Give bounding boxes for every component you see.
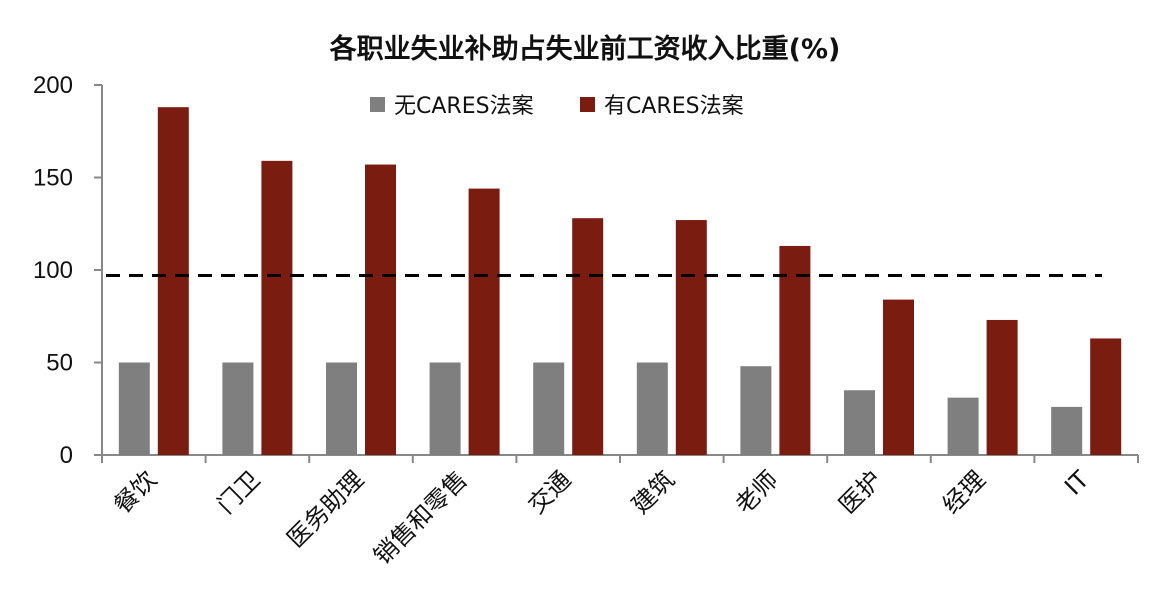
legend-label-1: 无CARES法案 (394, 94, 534, 119)
y-tick-label: 100 (33, 257, 73, 284)
bar-series-2 (468, 188, 500, 455)
bar-series-1 (429, 362, 461, 455)
chart-title: 各职业失业补助占失业前工资收入比重(%) (329, 33, 841, 65)
bar-series-1 (118, 362, 150, 455)
bar-series-2 (261, 160, 293, 455)
x-category-label: 餐饮 (108, 465, 162, 519)
legend: 无CARES法案 有CARES法案 (370, 94, 744, 119)
x-category-label: 医护 (834, 465, 888, 519)
bar-series-2 (675, 220, 707, 455)
bar-series-1 (222, 362, 254, 455)
x-category-label: 经理 (937, 465, 991, 519)
legend-swatch-2 (580, 97, 595, 112)
bar-series-2 (779, 245, 811, 455)
bar-series-2 (157, 107, 189, 455)
bar-series-1 (533, 362, 565, 455)
y-axis: 0 50 100 150 200 (33, 72, 103, 469)
bar-series-2 (365, 164, 396, 456)
x-category-label: 门卫 (212, 465, 266, 519)
x-category-label: 建筑 (626, 465, 680, 519)
x-category-label: 销售和零售 (368, 465, 473, 570)
bar-series-1 (326, 362, 357, 455)
bar-series-2 (986, 319, 1018, 455)
x-category-label: IT (1059, 465, 1094, 500)
x-category-label: 老师 (730, 465, 784, 519)
bar-series-1 (844, 390, 875, 455)
y-tick-label: 0 (60, 442, 73, 469)
x-category-label: 医务助理 (282, 465, 370, 553)
bars (118, 107, 1122, 456)
y-tick-label: 50 (46, 350, 73, 377)
x-category-label: 交通 (523, 465, 577, 519)
legend-label-2: 有CARES法案 (604, 94, 744, 119)
bar-series-2 (572, 218, 604, 455)
bar-series-1 (947, 397, 979, 455)
bar-series-1 (636, 362, 668, 455)
legend-swatch-1 (370, 97, 385, 112)
bar-series-1 (740, 366, 772, 455)
y-tick-label: 200 (33, 72, 73, 99)
bar-series-2 (883, 299, 914, 455)
bar-series-2 (1090, 338, 1122, 455)
y-tick-label: 150 (33, 165, 73, 192)
bar-series-1 (1051, 406, 1083, 455)
